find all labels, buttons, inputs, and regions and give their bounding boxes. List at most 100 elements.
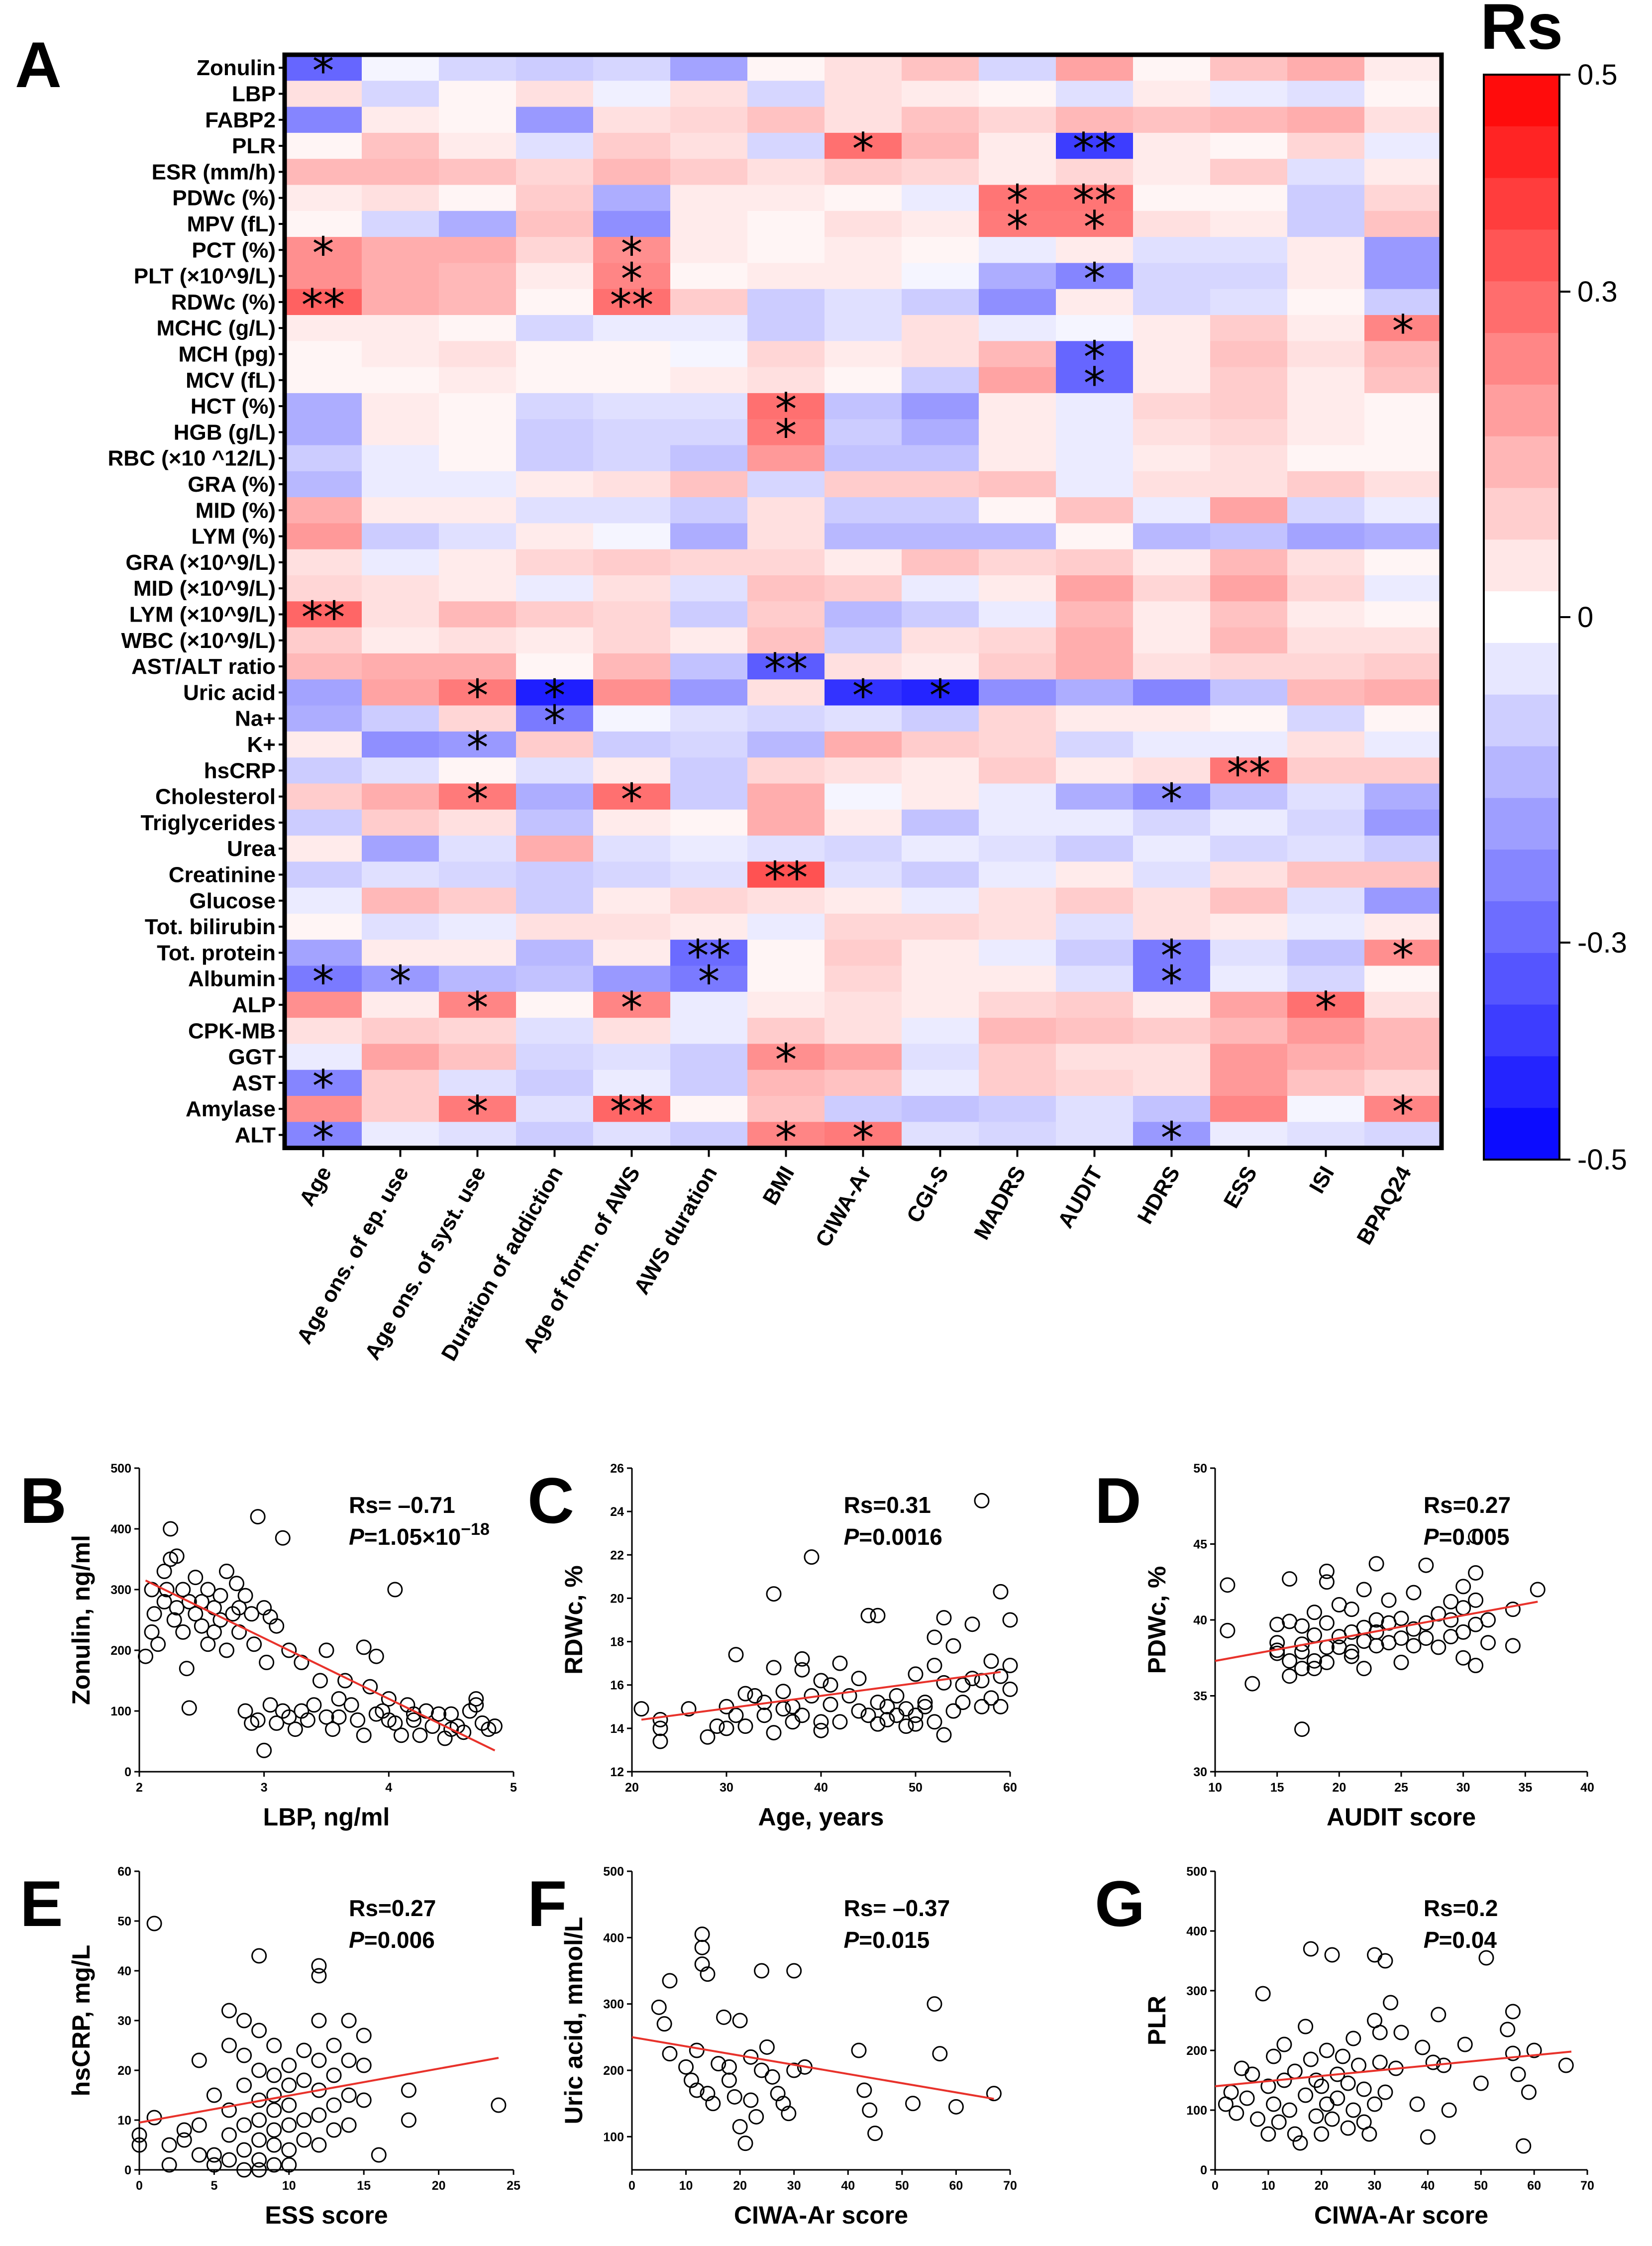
data-point	[1455, 1579, 1471, 1595]
heatmap-cell	[1210, 1070, 1288, 1096]
heatmap-cell	[439, 809, 516, 836]
heatmap-cell	[1364, 315, 1442, 341]
heatmap-cell	[285, 185, 362, 212]
heatmap-cell	[670, 913, 748, 940]
data-point	[194, 1618, 209, 1634]
row-label: WBC (×10^9/L)	[121, 629, 276, 653]
data-point	[870, 1716, 886, 1732]
heatmap-cell	[1287, 627, 1365, 654]
heatmap-cell	[902, 627, 979, 654]
heatmap-cell	[285, 653, 362, 680]
data-point	[678, 2059, 694, 2075]
heatmap-cell	[516, 159, 594, 186]
heatmap-cell	[439, 107, 516, 133]
data-point	[311, 2082, 327, 2098]
heatmap-cell	[979, 419, 1056, 446]
panel-label: F	[527, 1867, 567, 1940]
heatmap-cell	[1364, 887, 1442, 914]
heatmap-cell	[979, 107, 1056, 133]
data-point	[131, 2137, 147, 2153]
data-point	[955, 1677, 971, 1693]
heatmap-cell	[516, 809, 594, 836]
data-point	[756, 1708, 772, 1723]
data-point	[221, 2102, 237, 2118]
heatmap-cell	[1056, 1044, 1134, 1070]
heatmap-cell	[902, 185, 979, 212]
data-point	[131, 2127, 147, 2143]
heatmap-cell	[1056, 497, 1134, 524]
data-point	[794, 1651, 810, 1667]
heatmap-cell	[747, 679, 825, 706]
heatmap-cell	[1364, 627, 1442, 654]
data-point	[1266, 2048, 1282, 2064]
heatmap-cell	[362, 913, 439, 940]
heatmap-cell	[1287, 549, 1365, 576]
heatmap-cell	[1210, 887, 1288, 914]
heatmap-cell	[1287, 211, 1365, 237]
scatter-panel-g: G 0 10 20 30 40 50 60 70 0 100 200 300 400 500 CIWA-Ar …	[1095, 1865, 1594, 2229]
heatmap-cell	[825, 575, 902, 602]
x-tick-label: 40	[814, 1781, 828, 1795]
data-point	[250, 1712, 266, 1728]
column-label: BMI	[758, 1162, 799, 1209]
data-point	[1455, 1600, 1471, 1616]
row-label: Uric acid	[183, 680, 276, 705]
heatmap-cell	[1056, 991, 1134, 1018]
data-point	[341, 2052, 357, 2068]
heatmap-cell	[1210, 445, 1288, 472]
heatmap-cell	[670, 1044, 748, 1070]
data-point	[491, 2097, 507, 2113]
heatmap-cell	[1133, 965, 1211, 992]
data-point	[1292, 2135, 1308, 2151]
data-point	[281, 2142, 297, 2158]
stat-p-value: =0.04	[1439, 1927, 1497, 1953]
data-point	[1505, 1602, 1521, 1617]
data-point	[1372, 2025, 1388, 2040]
data-point	[732, 2013, 748, 2029]
data-point	[1368, 1612, 1384, 1628]
heatmap-cell	[516, 315, 594, 341]
column-label: BPAQ24	[1352, 1162, 1416, 1249]
heatmap-cell	[1364, 367, 1442, 394]
row-label: PLT (×10^9/L)	[134, 264, 276, 289]
heatmap-cell	[593, 497, 671, 524]
heatmap-cell	[670, 367, 748, 394]
data-point	[927, 1658, 942, 1673]
heatmap-cell	[593, 887, 671, 914]
heatmap-cell	[1210, 1044, 1288, 1070]
heatmap-cell	[979, 731, 1056, 758]
heatmap-cell	[1133, 809, 1211, 836]
heatmap-cell	[1287, 1070, 1365, 1096]
data-point	[237, 1703, 253, 1719]
heatmap-cell	[902, 836, 979, 862]
data-point	[1343, 1644, 1359, 1660]
x-tick-label: 40	[841, 2179, 855, 2193]
heatmap-cell	[1133, 315, 1211, 341]
row-label: LYM (×10^9/L)	[129, 602, 276, 627]
data-point	[431, 1706, 447, 1722]
data-point	[250, 1509, 266, 1525]
colorbar-tick-label: 0.5	[1577, 59, 1618, 91]
data-point	[312, 1673, 328, 1689]
data-point	[841, 1688, 857, 1704]
heatmap-cell	[1133, 367, 1211, 394]
heatmap-cell	[362, 367, 439, 394]
data-point	[747, 1688, 763, 1704]
heatmap-cell	[902, 263, 979, 290]
data-point	[1443, 1594, 1459, 1609]
heatmap-cell	[516, 1070, 594, 1096]
row-label: MID (%)	[196, 498, 276, 523]
heatmap-cell	[593, 1096, 671, 1122]
data-point	[144, 1624, 160, 1640]
data-point	[1368, 1556, 1384, 1572]
colorbar-band	[1484, 384, 1559, 437]
x-tick-label: 20	[625, 1781, 639, 1795]
heatmap-cell	[1133, 705, 1211, 732]
heatmap-cell	[439, 263, 516, 290]
heatmap-cell	[670, 627, 748, 654]
heatmap-cell	[285, 393, 362, 420]
data-point	[728, 1708, 744, 1723]
stat-p-exponent: −18	[461, 1520, 490, 1539]
data-point	[1303, 2051, 1319, 2067]
heatmap-cell	[285, 132, 362, 159]
